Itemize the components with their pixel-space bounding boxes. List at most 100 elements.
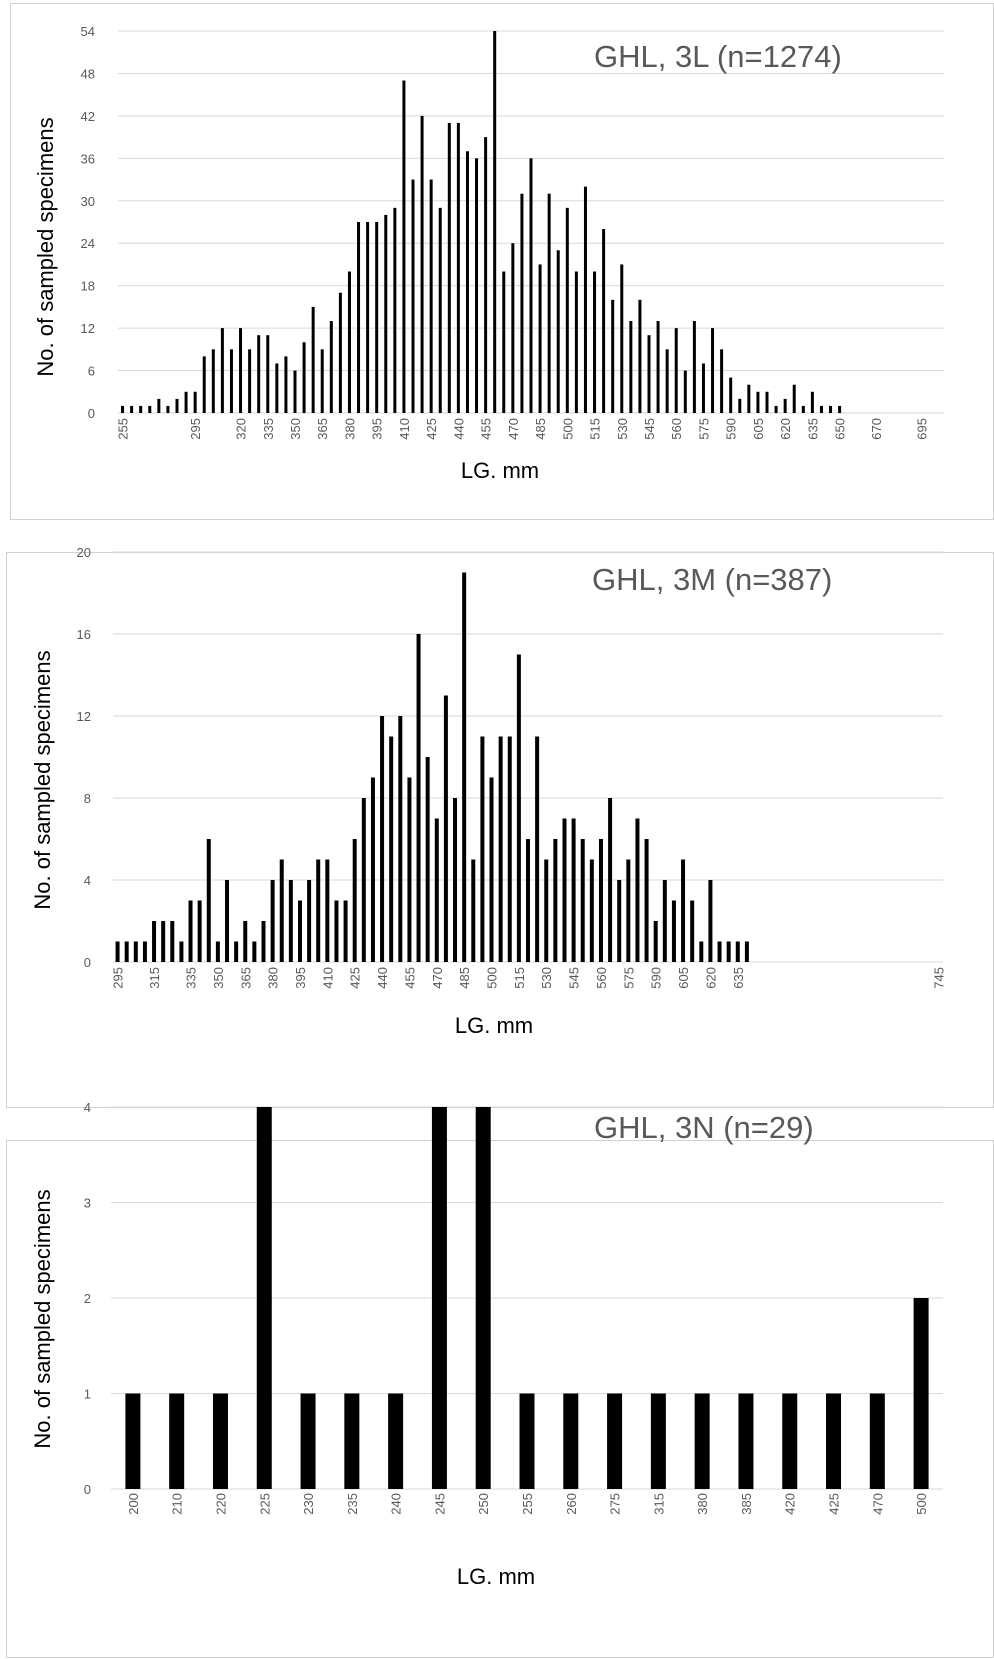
chart-title: GHL, 3L (n=1274): [594, 39, 842, 74]
bar: [726, 941, 731, 962]
bar: [211, 349, 215, 413]
bar: [620, 264, 624, 413]
bar: [647, 335, 651, 413]
bar: [197, 900, 202, 962]
bar: [498, 736, 503, 962]
bar: [329, 321, 333, 413]
x-tick-label: 210: [170, 1493, 185, 1515]
x-tick-label: 470: [506, 418, 521, 440]
bar: [607, 1393, 623, 1489]
y-tick-label: 4: [84, 1100, 91, 1115]
bar: [826, 1393, 842, 1489]
bar: [166, 405, 170, 413]
x-tick-label: 420: [783, 1493, 798, 1515]
x-tick-label: 365: [315, 418, 330, 440]
bar: [220, 328, 224, 413]
x-tick-label: 335: [261, 418, 276, 440]
chart-panel-3m: 0 4 8 12 16 20 295 315 335 350 365 380 395 410 425 440 4…: [6, 545, 994, 1108]
x-tick-label: 455: [479, 418, 494, 440]
x-tick-label: 275: [608, 1493, 623, 1515]
bar: [744, 941, 749, 962]
bar: [617, 880, 622, 962]
y-axis-title: No. of sampled specimens: [33, 117, 58, 376]
y-tick-label: 0: [88, 406, 95, 421]
x-tick-label: 425: [348, 967, 363, 989]
bar: [471, 859, 476, 962]
y-tick-label: 18: [81, 279, 95, 294]
bar: [402, 80, 406, 413]
bar: [243, 921, 248, 962]
bar: [650, 1393, 666, 1489]
bar: [352, 839, 357, 962]
x-tick-label: 250: [476, 1493, 491, 1515]
x-tick-label: 385: [739, 1493, 754, 1515]
bar: [520, 193, 524, 413]
bar: [398, 716, 403, 962]
bar: [608, 798, 613, 962]
y-tick-label: 30: [81, 194, 95, 209]
bar: [729, 377, 733, 413]
y-tick-label: 16: [77, 627, 91, 642]
x-tick-label: 410: [320, 967, 335, 989]
bar: [443, 695, 448, 962]
bar: [611, 299, 615, 413]
y-tick-label: 4: [84, 873, 91, 888]
bar: [411, 179, 415, 413]
bar: [475, 158, 479, 413]
x-tick-label: 380: [266, 967, 281, 989]
bar: [493, 31, 497, 413]
x-tick-label: 575: [696, 418, 711, 440]
bar: [252, 941, 257, 962]
bar: [674, 328, 678, 413]
x-tick-label: 315: [651, 1493, 666, 1515]
bar: [656, 321, 660, 413]
bar: [774, 405, 778, 413]
bar: [801, 405, 805, 413]
bar: [125, 1393, 141, 1489]
x-tick-label: 500: [485, 967, 500, 989]
bar: [629, 321, 633, 413]
histogram-3l: 0 6 12 18 24 30 36 42 48 54 255 295 320 335 350 365 380 3…: [33, 24, 944, 483]
bar: [638, 299, 642, 413]
bar: [535, 736, 540, 962]
x-axis-title: LG. mm: [455, 1013, 533, 1038]
bar: [720, 349, 724, 413]
bar: [307, 880, 312, 962]
bar: [225, 880, 230, 962]
bar: [239, 328, 243, 413]
x-tick-label: 200: [126, 1493, 141, 1515]
bar: [215, 941, 220, 962]
x-tick-label: 605: [676, 967, 691, 989]
bar: [465, 151, 469, 413]
bar: [644, 839, 649, 962]
bar: [580, 839, 585, 962]
bar: [148, 405, 152, 413]
y-axis-title: No. of sampled specimens: [30, 1189, 55, 1448]
y-tick-label: 1: [84, 1387, 91, 1402]
y-tick-label: 36: [81, 151, 95, 166]
bar: [556, 250, 560, 413]
bar: [602, 229, 606, 413]
bar: [563, 1393, 579, 1489]
bar: [124, 941, 129, 962]
bar: [626, 859, 631, 962]
bar: [357, 222, 361, 413]
x-tick-label: 235: [345, 1493, 360, 1515]
bar: [334, 900, 339, 962]
x-tick-label: 635: [731, 967, 746, 989]
bar: [115, 941, 120, 962]
y-tick-label: 0: [84, 1482, 91, 1497]
bar: [261, 921, 266, 962]
bar: [343, 900, 348, 962]
bar: [462, 572, 467, 962]
bar: [370, 777, 375, 962]
x-tick-label: 425: [424, 418, 439, 440]
x-tick-label: 335: [184, 967, 199, 989]
x-tick-label: 255: [116, 418, 131, 440]
bar: [170, 921, 175, 962]
chart-title: GHL, 3M (n=387): [592, 562, 832, 597]
bar: [456, 122, 460, 414]
x-tick-label: 530: [615, 418, 630, 440]
bar: [735, 941, 740, 962]
bar: [502, 271, 506, 413]
